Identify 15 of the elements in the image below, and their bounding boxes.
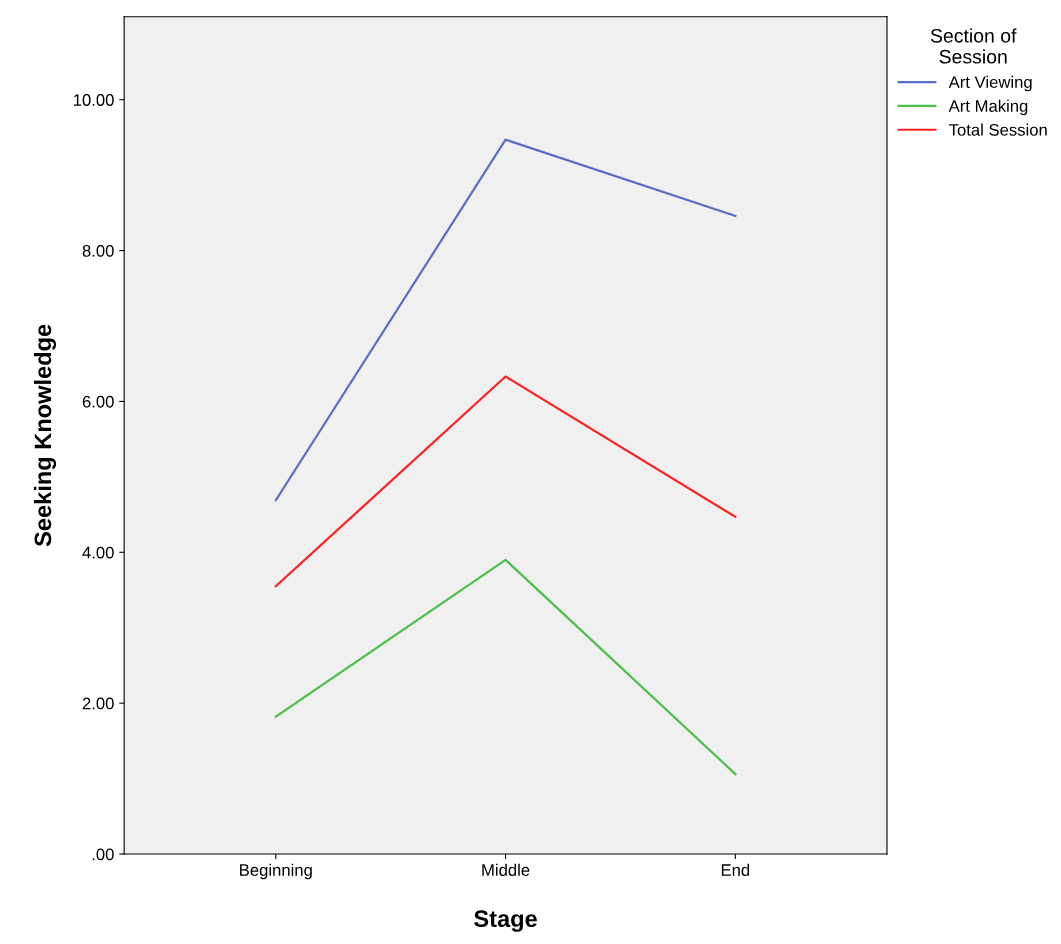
y-axis-title: Seeking Knowledge <box>33 324 57 547</box>
y-tick-label: 6.00 <box>82 395 114 408</box>
legend-title: Section of Session <box>930 28 1017 64</box>
legend-label: Art Making <box>948 99 1028 116</box>
y-tick-label: 10.00 <box>73 94 114 106</box>
x-axis-title: Stage <box>474 910 537 932</box>
y-tick-label: 8.00 <box>82 244 114 257</box>
legend-label: Art Viewing <box>948 75 1032 92</box>
y-tick-label: 2.00 <box>82 697 114 710</box>
y-tick-label: 4.00 <box>82 546 114 559</box>
legend-label: Total Session <box>949 123 1047 136</box>
x-tick-label: Beginning <box>240 863 312 880</box>
x-tick-label: End <box>721 863 750 876</box>
y-tick-label: .00 <box>92 848 114 861</box>
x-tick-label: Middle <box>482 863 530 876</box>
